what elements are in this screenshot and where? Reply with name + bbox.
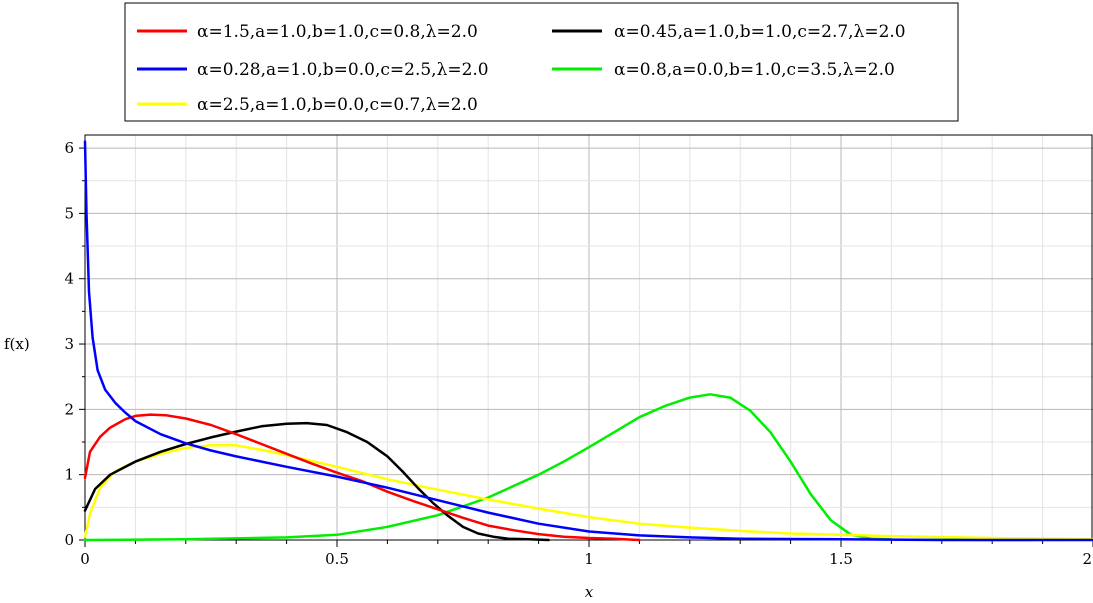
legend-label: α=2.5,a=1.0,b=0.0,c=0.7,λ=2.0: [197, 95, 478, 115]
y-tick-label: 2: [64, 400, 74, 418]
series-line-3: [83, 140, 1093, 542]
y-tick-label: 1: [64, 466, 74, 484]
x-tick-label: 0.5: [325, 550, 349, 568]
series-line-4: [83, 393, 1034, 542]
x-axis-title: x: [585, 583, 594, 601]
y-tick-label: 4: [64, 270, 74, 288]
axes: 0 0.5 1 1.5 2 0 1 2 3 4 5 6 x f(x): [4, 135, 1093, 601]
x-tick-label: 1.5: [829, 550, 853, 568]
legend-label: α=0.8,a=0.0,b=1.0,c=3.5,λ=2.0: [614, 60, 895, 80]
x-tick-label: 1: [584, 550, 594, 568]
y-tick-label: 6: [64, 139, 74, 157]
series-line-1: [83, 413, 641, 542]
y-tick-label: 0: [64, 531, 74, 549]
series-line-2: [83, 421, 550, 542]
legend-box: [124, 2, 959, 122]
y-tick-label: 3: [64, 335, 74, 353]
grid: [85, 135, 1093, 540]
x-tick-label: 2: [1082, 550, 1092, 568]
legend-label: α=0.28,a=1.0,b=0.0,c=2.5,λ=2.0: [197, 60, 489, 80]
legend-label: α=1.5,a=1.0,b=1.0,c=0.8,λ=2.0: [197, 22, 478, 42]
y-tick-label: 5: [64, 204, 74, 222]
legend: α=1.5,a=1.0,b=1.0,c=0.8,λ=2.0 α=0.45,a=1.…: [124, 2, 959, 122]
y-axis-title: f(x): [4, 335, 30, 353]
series: [83, 140, 1093, 542]
legend-label: α=0.45,a=1.0,b=1.0,c=2.7,λ=2.0: [614, 22, 906, 42]
x-tick-label: 0: [80, 550, 90, 568]
